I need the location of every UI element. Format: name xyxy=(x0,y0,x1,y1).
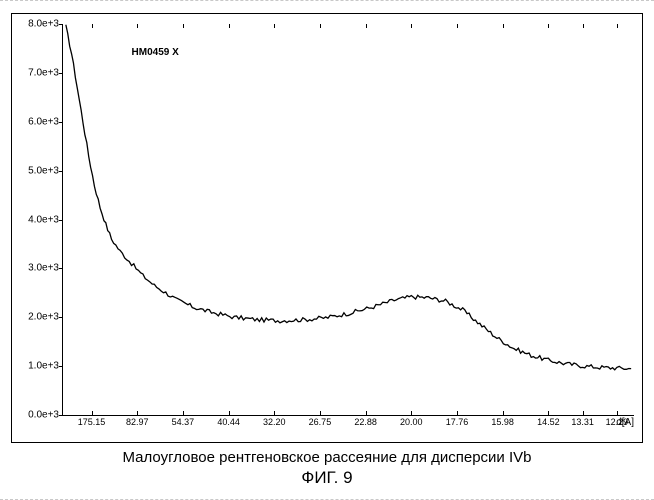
x-tick-mark xyxy=(92,411,93,415)
x-tick-mark xyxy=(229,411,230,415)
x-tick-mark xyxy=(457,411,458,415)
y-tick-mark xyxy=(59,415,63,416)
series-line xyxy=(63,24,634,415)
figure-caption: Малоугловое рентгеновское рассеяние для … xyxy=(8,449,646,466)
y-tick-label: 4.0e+3 xyxy=(28,214,63,225)
x-tick-mark xyxy=(183,411,184,415)
x-tick-label: 40.44 xyxy=(217,415,240,427)
y-tick-label: 0.0e+3 xyxy=(28,410,63,421)
y-tick-mark xyxy=(59,73,63,74)
x-axis-label: d[A] xyxy=(616,415,634,428)
x-tick-mark xyxy=(137,411,138,415)
x-tick-label: 32.20 xyxy=(263,415,286,427)
x-tick-label: 17.76 xyxy=(446,415,469,427)
x-tick-mark xyxy=(229,24,230,28)
x-tick-mark xyxy=(457,24,458,28)
x-tick-mark xyxy=(583,411,584,415)
x-tick-mark xyxy=(320,411,321,415)
x-tick-label: 175.15 xyxy=(78,415,106,427)
x-tick-label: 15.98 xyxy=(491,415,514,427)
x-tick-mark xyxy=(92,24,93,28)
y-tick-mark xyxy=(59,122,63,123)
x-tick-mark xyxy=(583,24,584,28)
y-tick-mark xyxy=(59,171,63,172)
x-tick-mark xyxy=(411,411,412,415)
y-tick-mark xyxy=(59,317,63,318)
series-label: HM0459 X xyxy=(132,47,179,58)
y-tick-label: 2.0e+3 xyxy=(28,312,63,323)
y-tick-label: 7.0e+3 xyxy=(28,67,63,78)
x-tick-mark xyxy=(366,24,367,28)
x-tick-mark xyxy=(274,411,275,415)
y-tick-label: 3.0e+3 xyxy=(28,263,63,274)
y-tick-mark xyxy=(59,366,63,367)
x-tick-label: 54.37 xyxy=(172,415,195,427)
y-tick-mark xyxy=(59,24,63,25)
x-tick-mark xyxy=(548,24,549,28)
x-tick-label: 13.31 xyxy=(571,415,594,427)
x-tick-label: 82.97 xyxy=(126,415,149,427)
y-tick-label: 1.0e+3 xyxy=(28,361,63,372)
y-tick-mark xyxy=(59,220,63,221)
x-tick-mark xyxy=(503,411,504,415)
x-tick-mark xyxy=(183,24,184,28)
x-tick-label: 22.88 xyxy=(354,415,377,427)
y-tick-label: 5.0e+3 xyxy=(28,165,63,176)
figure-container: HM0459 X 0.0e+3 1.0e+3 2.0e+3 3.0e+3 4.0e+3 5… xyxy=(0,0,654,500)
x-tick-mark xyxy=(137,24,138,28)
x-tick-mark xyxy=(366,411,367,415)
x-tick-label: 14.52 xyxy=(537,415,560,427)
x-tick-mark xyxy=(411,24,412,28)
y-tick-label: 8.0e+3 xyxy=(28,19,63,30)
x-tick-label: 26.75 xyxy=(309,415,332,427)
x-tick-mark xyxy=(548,411,549,415)
x-tick-mark xyxy=(320,24,321,28)
plot-area: HM0459 X 0.0e+31.0e+32.0e+33.0e+34.0e+35… xyxy=(62,24,634,416)
x-tick-mark xyxy=(503,24,504,28)
x-tick-mark xyxy=(617,24,618,28)
figure-number: ФИГ. 9 xyxy=(8,468,646,488)
x-tick-label: 20.00 xyxy=(400,415,423,427)
chart-panel: HM0459 X 0.0e+3 1.0e+3 2.0e+3 3.0e+3 4.0e+3 5… xyxy=(11,13,643,443)
x-tick-mark xyxy=(274,24,275,28)
y-tick-label: 6.0e+3 xyxy=(28,116,63,127)
y-tick-mark xyxy=(59,268,63,269)
